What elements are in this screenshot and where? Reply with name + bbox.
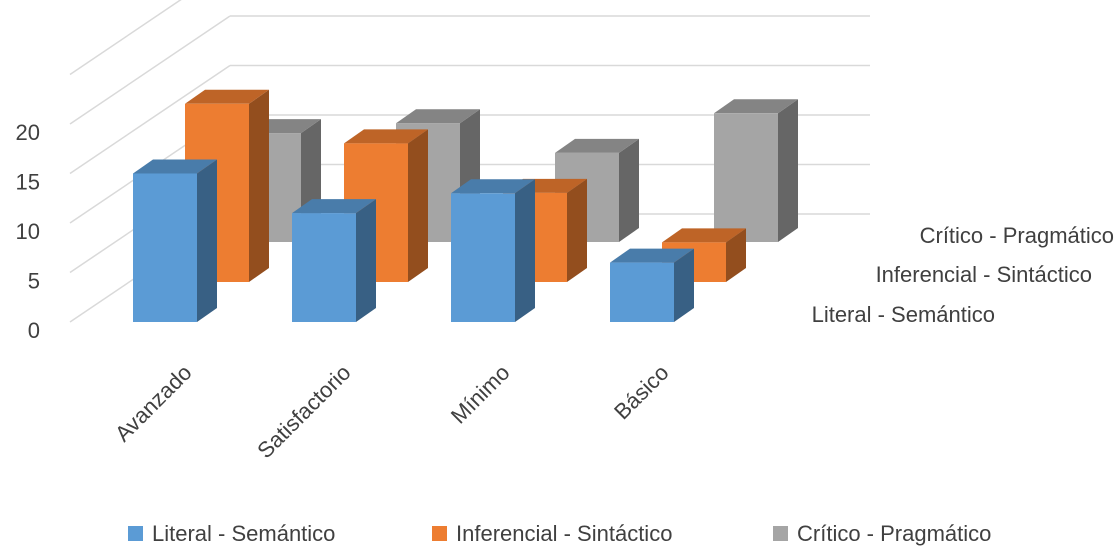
bar-top <box>396 109 480 124</box>
bar-front <box>133 173 197 322</box>
bar-literal-semantico-satisfactorio <box>292 199 376 322</box>
y-axis: 0 5 10 15 20 <box>16 120 40 343</box>
bar-side <box>619 138 639 242</box>
bar-top <box>133 159 217 174</box>
legend-label: Crítico - Pragmático <box>797 521 991 546</box>
y-tick-label: 15 <box>16 170 40 195</box>
x-tick-label: Básico <box>609 360 673 424</box>
bar-top <box>714 99 798 114</box>
bar-top <box>344 129 428 144</box>
bar-critico-pragmatico-basico <box>714 99 798 242</box>
depth-label-literal-semantico: Literal - Semántico <box>812 302 995 327</box>
bar-literal-semantico-minimo <box>451 179 535 322</box>
bars <box>133 89 798 322</box>
depth-label-inferencial-sintactico: Inferencial - Sintáctico <box>876 262 1092 287</box>
bar-front <box>451 193 515 322</box>
bar-side <box>515 179 535 322</box>
y-tick-label: 10 <box>16 219 40 244</box>
bar-top <box>451 179 535 194</box>
bar-top <box>555 138 639 153</box>
bar-side <box>726 228 746 282</box>
bar-side <box>567 178 587 282</box>
bar-side <box>197 159 217 322</box>
bar-top <box>292 199 376 214</box>
bar-front <box>714 113 778 242</box>
x-tick-label: Avanzado <box>110 360 197 447</box>
bar-top <box>185 89 269 104</box>
legend: Literal - Semántico Inferencial - Sintáct… <box>128 521 991 546</box>
bar-front <box>292 213 356 322</box>
legend-swatch <box>773 526 788 541</box>
bar-side <box>356 199 376 322</box>
bar-side <box>778 99 798 242</box>
legend-label: Inferencial - Sintáctico <box>456 521 672 546</box>
x-tick-label: Satisfactorio <box>252 360 355 463</box>
bar-side <box>674 248 694 322</box>
legend-item-critico-pragmatico: Crítico - Pragmático <box>773 521 991 546</box>
legend-swatch <box>432 526 447 541</box>
bar-literal-semantico-basico <box>610 248 694 322</box>
x-tick-label: Mínimo <box>446 360 515 429</box>
bar-side <box>249 89 269 282</box>
depth-axis: Literal - Semántico Inferencial - Sintáct… <box>812 223 1114 327</box>
y-tick-label: 0 <box>28 318 40 343</box>
gridline-side <box>69 64 231 175</box>
bar-top <box>662 228 746 243</box>
legend-item-literal-semantico: Literal - Semántico <box>128 521 335 546</box>
y-tick-label: 20 <box>16 120 40 145</box>
bar-front <box>610 262 674 322</box>
x-axis: Avanzado Satisfactorio Mínimo Básico <box>110 360 674 463</box>
bar-literal-semantico-avanzado <box>133 159 217 322</box>
depth-label-critico-pragmatico: Crítico - Pragmático <box>920 223 1114 248</box>
gridline-side <box>69 0 182 76</box>
bar-side <box>408 129 428 282</box>
gridline-side <box>69 15 231 125</box>
y-tick-label: 5 <box>28 269 40 294</box>
legend-item-inferencial-sintactico: Inferencial - Sintáctico <box>432 521 672 546</box>
legend-swatch <box>128 526 143 541</box>
bar-top <box>610 248 694 263</box>
legend-label: Literal - Semántico <box>152 521 335 546</box>
